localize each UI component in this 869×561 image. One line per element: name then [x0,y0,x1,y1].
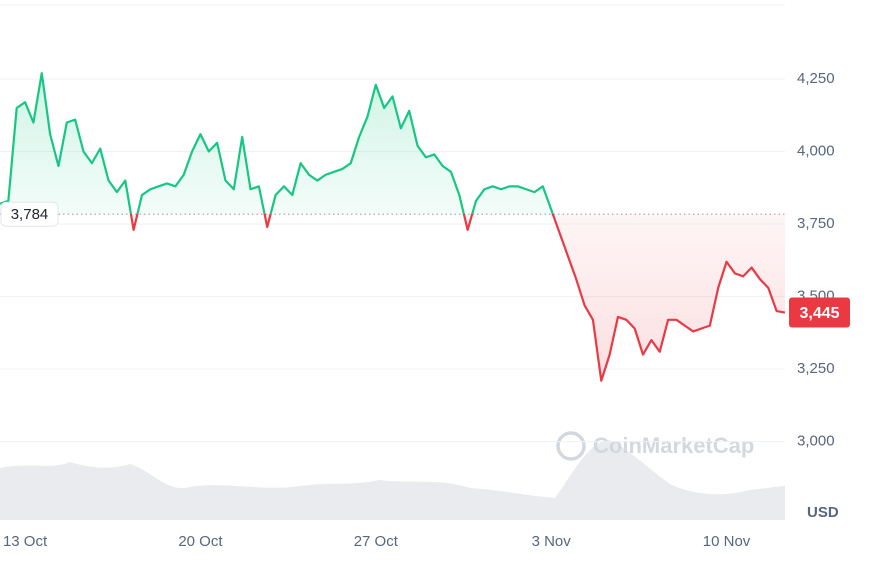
y-tick-label: 3,750 [797,215,835,232]
last-value-label: 3,445 [799,305,839,322]
y-tick-label: 3,250 [797,360,835,377]
volume-band [0,440,785,520]
area [0,73,785,381]
x-tick-label: 27 Oct [354,533,399,550]
baseline-badge [0,201,59,227]
y-tick-label: 3,000 [797,433,835,450]
y-axis-label: USD [807,504,839,521]
last-value-badge [789,297,850,328]
price-line [0,72,786,382]
x-tick-label: 13 Oct [3,533,48,550]
baseline-label: 3,784 [11,206,49,223]
x-tick-label: 10 Nov [703,533,751,550]
x-tick-label: 3 Nov [532,533,572,550]
y-tick-label: 4,000 [797,142,835,159]
watermark-logo [556,431,586,461]
x-tick-label: 20 Oct [178,533,223,550]
y-tick-label: 4,250 [797,70,835,87]
watermark-text: CoinMarketCap [593,433,754,458]
